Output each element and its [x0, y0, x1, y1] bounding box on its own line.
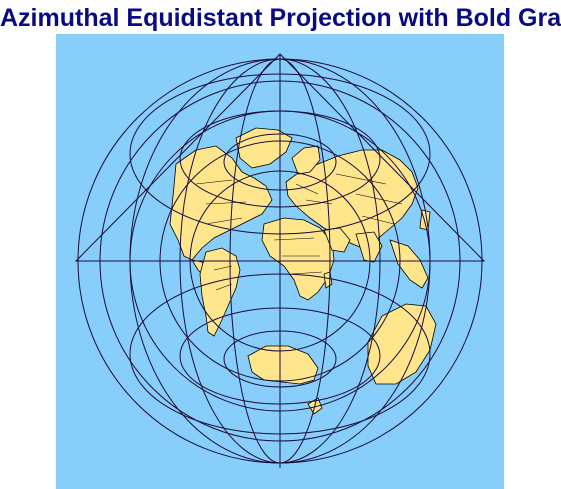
border-lines-americas: [195, 179, 247, 291]
map-frame: [56, 34, 504, 489]
map-title: Azimuthal Equidistant Projection with Bo…: [0, 4, 561, 32]
graticule-triangle: [74, 53, 486, 262]
landmass-scandinavia: [291, 145, 321, 175]
landmass-eurasia: [285, 149, 419, 249]
country-borders: [195, 173, 403, 291]
map-canvas: [56, 34, 504, 489]
landmass-antarctica: [247, 345, 319, 385]
border-lines-europe-africa: [273, 183, 333, 275]
landmass-japan: [419, 209, 431, 231]
graticule: [74, 53, 486, 468]
